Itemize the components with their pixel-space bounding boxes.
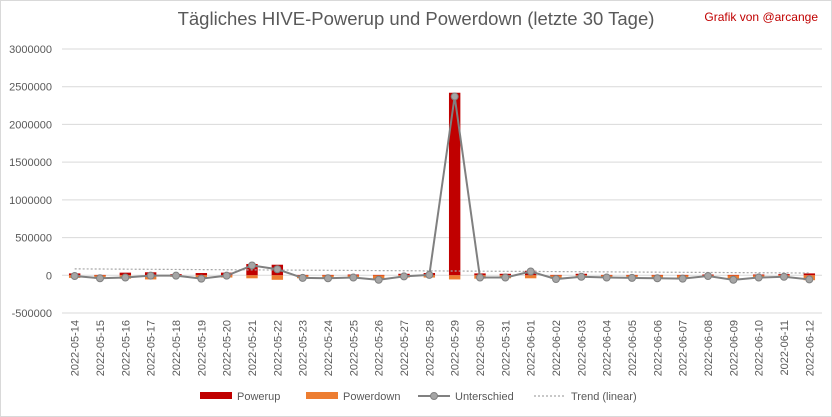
x-tick-label: 2022-05-19 [196, 320, 208, 376]
y-tick-label: 1500000 [9, 157, 52, 169]
difference-point [729, 275, 738, 284]
x-tick-label: 2022-05-31 [500, 320, 512, 376]
y-tick-label: 0 [46, 270, 52, 282]
legend-label: Trend (linear) [571, 391, 637, 403]
y-axis-ticks: -500000 0 500000 1000000 1500000 2000000 25000… [9, 44, 52, 320]
legend-marker [430, 392, 438, 400]
difference-point [324, 274, 332, 283]
x-tick-label: 2022-05-26 [374, 320, 386, 376]
difference-point [425, 270, 434, 279]
difference-point [146, 271, 155, 280]
powerdown-bar [448, 275, 461, 280]
difference-point [628, 273, 636, 282]
difference-point [653, 274, 662, 283]
difference-point [678, 274, 687, 283]
x-tick-label: 2022-06-05 [627, 320, 639, 376]
legend-swatch [200, 392, 232, 399]
legend-label: Powerup [237, 391, 280, 403]
y-tick-label: 2000000 [9, 119, 52, 131]
powerdown-bar [246, 275, 258, 279]
difference-point [374, 275, 383, 284]
difference-point [704, 272, 712, 281]
gridlines [62, 48, 822, 314]
trend-line [74, 268, 810, 274]
difference-point [197, 274, 206, 283]
x-tick-label: 2022-06-12 [804, 320, 816, 376]
y-tick-label: 500000 [15, 233, 52, 245]
difference-point [121, 273, 130, 282]
x-tick-label: 2022-05-20 [222, 320, 234, 376]
difference-point [780, 272, 788, 281]
chart-credit: Grafik von @arcange [704, 10, 818, 24]
difference-point [501, 273, 510, 282]
difference-point [450, 92, 459, 101]
difference-point [96, 274, 104, 283]
powerup-bar [448, 92, 461, 276]
x-tick-label: 2022-05-24 [323, 320, 335, 376]
x-tick-label: 2022-05-28 [424, 320, 436, 376]
y-tick-label: 2500000 [9, 82, 52, 94]
x-tick-label: 2022-05-29 [450, 320, 462, 376]
difference-point [248, 261, 256, 270]
difference-point [298, 273, 307, 282]
x-tick-label: 2022-05-16 [120, 320, 132, 376]
x-tick-label: 2022-05-17 [146, 320, 158, 376]
legend-swatch [306, 392, 338, 399]
legend-label: Powerdown [343, 391, 400, 403]
difference-line [70, 92, 814, 284]
difference-point [273, 265, 282, 274]
x-tick-label: 2022-06-07 [678, 320, 690, 376]
difference-point [805, 275, 814, 284]
y-tick-label: -500000 [12, 308, 52, 320]
powerup-bar [803, 273, 816, 276]
x-tick-label: 2022-06-01 [526, 320, 538, 376]
difference-point [552, 275, 560, 284]
difference-point [400, 272, 408, 281]
x-tick-label: 2022-06-03 [576, 320, 588, 376]
difference-point [349, 273, 358, 282]
chart-title: Tägliches HIVE-Powerup und Powerdown (le… [177, 8, 655, 29]
difference-point [476, 273, 484, 282]
x-tick-label: 2022-05-25 [348, 320, 360, 376]
difference-point [526, 267, 535, 276]
difference-point [602, 273, 611, 282]
difference-point [577, 272, 586, 281]
x-tick-label: 2022-06-02 [551, 320, 563, 376]
x-tick-label: 2022-05-22 [272, 320, 284, 376]
x-tick-label: 2022-06-04 [602, 320, 614, 376]
x-tick-label: 2022-05-18 [171, 320, 183, 376]
legend-label: Unterschied [455, 391, 514, 403]
powerup-bar [195, 273, 208, 276]
difference-line-path [74, 96, 810, 281]
legend: Powerup Powerdown Unterschied Trend (linear… [200, 391, 637, 403]
x-tick-label: 2022-05-30 [475, 320, 487, 376]
difference-point [754, 273, 763, 282]
x-tick-label: 2022-05-15 [95, 320, 107, 376]
x-tick-label: 2022-05-23 [298, 320, 310, 376]
x-axis-ticks: 2022-05-14 2022-05-15 2022-05-16 2022-05-17… [70, 320, 817, 376]
powerdown-bar [524, 275, 537, 279]
x-tick-label: 2022-06-06 [652, 320, 664, 376]
x-tick-label: 2022-06-11 [779, 320, 791, 375]
difference-point [222, 271, 231, 280]
y-tick-label: 3000000 [9, 44, 52, 56]
trend-line-path [74, 268, 810, 274]
difference-point [70, 272, 79, 281]
x-tick-label: 2022-05-14 [70, 320, 82, 376]
difference-point [172, 271, 180, 280]
x-tick-label: 2022-05-21 [247, 320, 259, 376]
x-tick-label: 2022-06-08 [703, 320, 715, 376]
x-tick-label: 2022-06-10 [754, 320, 766, 376]
x-tick-label: 2022-06-09 [728, 320, 740, 376]
y-tick-label: 1000000 [9, 195, 52, 207]
x-tick-label: 2022-05-27 [399, 320, 411, 376]
powerdown-bar [271, 275, 284, 280]
